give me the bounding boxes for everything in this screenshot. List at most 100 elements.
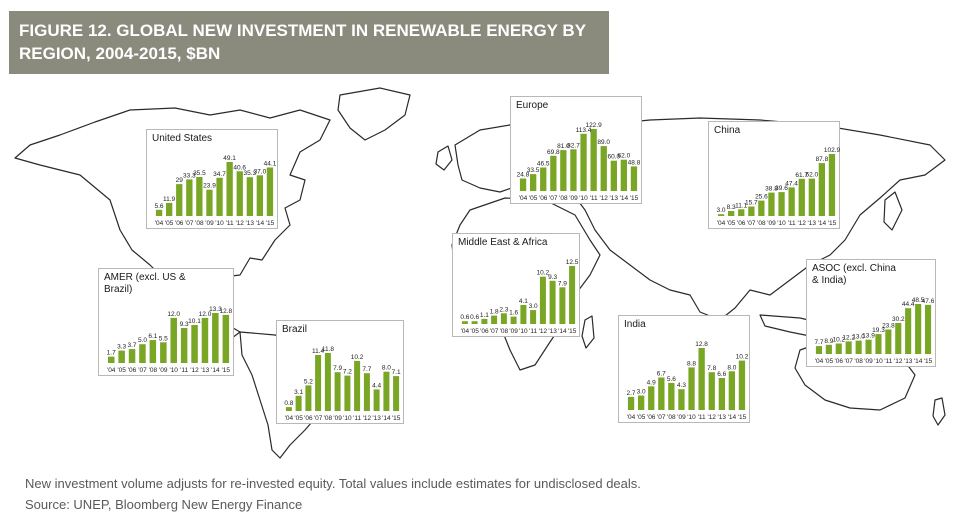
data-label-mea-9: 9.3 xyxy=(548,274,557,281)
data-label-brazil-7: 10.2 xyxy=(351,354,364,361)
data-label-brazil-2: 5.2 xyxy=(304,378,313,385)
tick-label-us-5: '09 xyxy=(205,220,214,227)
bar-us-10 xyxy=(256,175,263,216)
data-label-us-3: 33.3 xyxy=(183,172,196,179)
tick-label-india-3: '07 xyxy=(657,414,666,421)
bar-us-3 xyxy=(186,179,193,216)
panel-title: Europe xyxy=(516,100,549,111)
tick-label-china-1: '05 xyxy=(727,220,736,227)
data-label-brazil-4: 11.8 xyxy=(322,346,335,353)
bar-us-5 xyxy=(206,189,213,216)
bar-amer-7 xyxy=(180,328,188,363)
data-label-amer-9: 12.0 xyxy=(199,311,212,318)
tick-label-china-3: '07 xyxy=(747,220,756,227)
data-label-brazil-5: 7.9 xyxy=(333,365,342,372)
bar-europe-0 xyxy=(519,178,527,191)
bar-asoc-3 xyxy=(845,341,852,354)
data-label-amer-3: 5.0 xyxy=(138,337,147,344)
tick-label-asoc-11: '15 xyxy=(924,358,933,365)
bar-india-1 xyxy=(638,395,645,410)
tick-label-india-5: '09 xyxy=(677,414,686,421)
tick-label-mea-8: '12 xyxy=(539,328,548,335)
tick-label-china-7: '11 xyxy=(788,220,796,227)
tick-label-india-4: '08 xyxy=(667,414,676,421)
tick-label-asoc-0: '04 xyxy=(815,358,824,365)
panel-china: China 3.0'04 8.3'05 11.1'06 15.7'07 25.6'08 3… xyxy=(708,121,841,229)
bar-mea-7 xyxy=(530,310,537,324)
tick-label-india-2: '06 xyxy=(647,414,656,421)
data-label-china-0: 3.0 xyxy=(716,207,725,214)
bar-india-9 xyxy=(718,378,725,410)
data-label-asoc-2: 10.2 xyxy=(832,337,845,344)
tick-label-us-0: '04 xyxy=(155,220,164,227)
tick-label-india-1: '05 xyxy=(637,414,646,421)
data-label-india-5: 4.3 xyxy=(677,382,686,389)
data-label-us-2: 29 xyxy=(176,177,184,184)
tick-label-asoc-4: '08 xyxy=(854,358,863,365)
uk-outline xyxy=(435,145,453,171)
tick-label-amer-5: '09 xyxy=(159,367,168,374)
tick-label-brazil-8: '12 xyxy=(363,415,372,422)
bar-china-4 xyxy=(758,200,765,216)
bar-brazil-10 xyxy=(383,371,390,411)
tick-label-china-6: '10 xyxy=(777,220,786,227)
chart-svg: 0.6'040.6'051.1'061.8'072.3'081.6'094.1'… xyxy=(460,259,578,335)
data-label-europe-10: 62.0 xyxy=(618,153,631,160)
tick-label-amer-8: '12 xyxy=(190,367,199,374)
tick-label-asoc-10: '14 xyxy=(914,358,923,365)
tick-label-china-8: '12 xyxy=(797,220,806,227)
data-label-brazil-0: 0.8 xyxy=(284,400,293,407)
data-label-amer-11: 12.8 xyxy=(219,308,232,315)
bar-us-6 xyxy=(216,177,223,216)
data-label-china-3: 15.7 xyxy=(745,200,758,207)
tick-label-europe-5: '09 xyxy=(569,195,578,202)
data-label-amer-0: 1.7 xyxy=(107,350,116,357)
data-label-us-6: 34.7 xyxy=(213,171,226,178)
bar-europe-10 xyxy=(620,159,627,191)
bar-brazil-4 xyxy=(324,353,331,411)
data-label-asoc-7: 23.8 xyxy=(882,323,895,330)
data-label-europe-3: 69.8 xyxy=(547,149,560,156)
tick-label-mea-3: '07 xyxy=(490,328,499,335)
chart-svg: 1.7 '04 3.3 '05 3.7 '06 5.0 '07 6.1 '08 5.5 '09 12.0… xyxy=(107,306,233,374)
bar-asoc-9 xyxy=(905,308,912,354)
panel-united-states: United States 5.6 '04 11.9 '05 29 '06 33.3 '07 3… xyxy=(146,129,278,229)
bar-amer-5 xyxy=(160,342,167,363)
tick-label-asoc-8: '12 xyxy=(894,358,903,365)
footer-source: Source: UNEP, Bloomberg New Energy Finan… xyxy=(25,497,303,512)
data-label-brazil-11: 7.1 xyxy=(392,369,401,376)
bar-mea-9 xyxy=(549,280,556,324)
data-label-brazil-10: 8.0 xyxy=(382,365,391,372)
tick-label-europe-8: '12 xyxy=(599,195,608,202)
data-label-mea-10: 7.9 xyxy=(558,280,567,287)
bar-europe-8 xyxy=(600,146,607,191)
data-label-europe-1: 33.5 xyxy=(527,167,540,174)
bar-amer-3 xyxy=(139,344,146,363)
bar-asoc-11 xyxy=(925,304,932,354)
data-label-china-8: 61.7 xyxy=(795,172,808,179)
bar-india-3 xyxy=(658,377,665,410)
tick-label-india-8: '12 xyxy=(707,414,716,421)
panel-europe: Europe 24.8 '04 33.5 '05 46.5 '06 69.8 '07 81.0 '… xyxy=(510,96,642,204)
data-label-india-2: 4.9 xyxy=(647,379,656,386)
tick-label-europe-10: '14 xyxy=(620,195,629,202)
bar-india-2 xyxy=(648,386,655,410)
data-label-india-7: 12.8 xyxy=(695,341,708,348)
data-label-india-9: 6.6 xyxy=(717,371,726,378)
tick-label-europe-9: '13 xyxy=(610,195,619,202)
chart-svg: 7.7 '04 8.9 '05 10.2 '06 12.2 '07 13.0 '08 13.9 '09… xyxy=(814,297,934,365)
tick-label-europe-1: '05 xyxy=(529,195,538,202)
bar-amer-8 xyxy=(191,325,198,363)
panel-title: Brazil xyxy=(282,324,308,335)
bar-europe-3 xyxy=(550,155,557,191)
data-label-us-0: 5.6 xyxy=(154,203,163,210)
bar-europe-5 xyxy=(570,149,577,191)
tick-label-us-4: '08 xyxy=(195,220,204,227)
data-label-asoc-6: 19.3 xyxy=(872,327,885,334)
bar-brazil-5 xyxy=(334,372,341,411)
panel-middle-east-africa: Middle East & Africa 0.6'04 0.6'05 1.1'06 1… xyxy=(452,233,580,337)
greenland-outline xyxy=(337,87,411,141)
data-label-amer-2: 3.7 xyxy=(127,342,136,349)
bar-brazil-0 xyxy=(285,407,292,411)
bar-india-0 xyxy=(627,396,635,410)
